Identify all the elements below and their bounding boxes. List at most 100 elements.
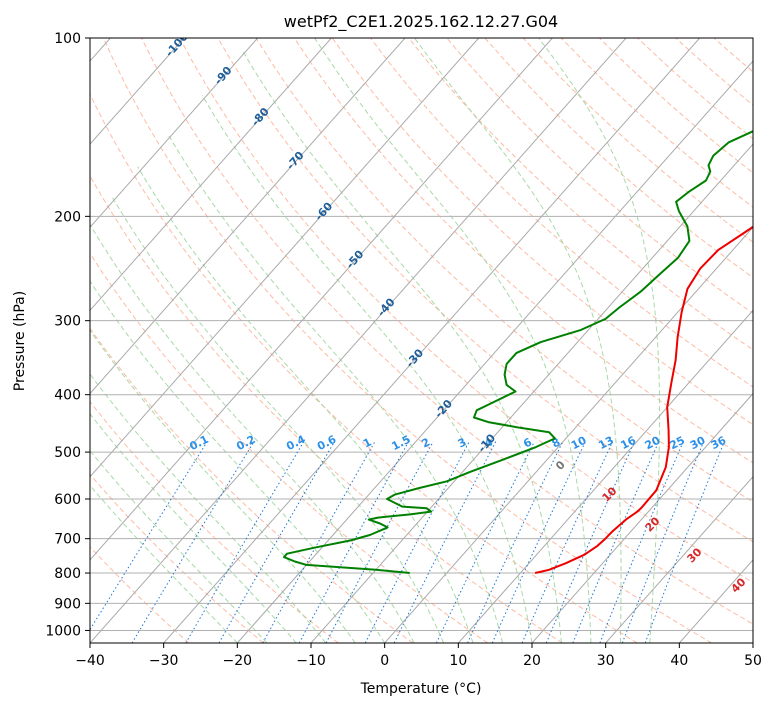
y-tick-label: 900 <box>54 596 81 612</box>
isotherm-line <box>457 309 753 643</box>
moist-adiabat <box>90 484 238 643</box>
dry-adiabat <box>408 38 753 351</box>
mixing-ratio-line <box>90 441 208 631</box>
moist-adiabat <box>90 329 356 643</box>
y-tick-label: 800 <box>54 566 81 582</box>
mixing-ratio-label: 20 <box>643 434 663 453</box>
dry-adiabat <box>484 38 753 279</box>
mixing-ratio-label: 2 <box>420 435 433 450</box>
x-tick-label: 10 <box>449 653 467 669</box>
x-tick-label: −30 <box>149 653 179 669</box>
x-tick-label: 50 <box>744 653 762 669</box>
wetbulb-label: 20 <box>643 514 663 534</box>
dry-adiabat <box>370 38 753 388</box>
mixing-ratio-line <box>218 441 335 643</box>
isotherm-lines <box>90 38 753 643</box>
wetbulb-label: 10 <box>600 484 620 504</box>
isotherm-line <box>90 38 553 561</box>
mixing-ratio-label: 8 <box>550 435 563 450</box>
mixing-ratio-label: 0.2 <box>234 433 257 453</box>
isotherm-line <box>752 642 753 643</box>
moist-adiabat <box>111 196 445 643</box>
dry-adiabat <box>637 38 753 140</box>
x-tick-label: 40 <box>670 653 688 669</box>
y-tick-label: 200 <box>54 209 81 225</box>
isotherm-line <box>310 143 753 643</box>
mixing-ratio-line <box>393 441 497 643</box>
mixing-ratio-lines <box>90 441 725 643</box>
temperature-line <box>534 225 753 574</box>
isotherm-line <box>90 38 185 145</box>
moist-adiabat <box>90 280 386 643</box>
mixing-ratio-label: 1 <box>361 435 374 450</box>
pressure-gridlines <box>90 38 753 631</box>
mixing-ratio-line <box>298 441 409 643</box>
x-tick-label: 20 <box>523 653 541 669</box>
mixing-ratio-label: 0.1 <box>187 433 210 453</box>
mixing-ratio-line <box>521 441 614 643</box>
isotherm-line <box>384 226 753 643</box>
y-tick-label: 1000 <box>45 623 81 639</box>
mixing-ratio-line <box>364 441 470 643</box>
isotherm-line <box>90 38 259 229</box>
moist-adiabat <box>90 413 297 643</box>
mixing-ratio-label: 25 <box>667 434 687 453</box>
x-tick-label: 30 <box>597 653 615 669</box>
dry-adiabat <box>293 38 753 464</box>
mixing-ratio-label: 1.5 <box>389 433 412 453</box>
isotherm-line <box>605 475 753 643</box>
mixing-ratio-label: 0.4 <box>284 433 308 454</box>
isotherm-line <box>90 38 627 643</box>
moist-adiabat <box>314 38 592 643</box>
dry-adiabat <box>90 546 190 643</box>
isotherm-line <box>90 38 480 478</box>
isotherm-line <box>163 38 701 643</box>
moist-adiabat <box>538 38 661 643</box>
dewpoint-line <box>283 130 753 574</box>
axis-ticks: −40 −30 −20 −10 0 10 20 30 40 50 100 200 300 400 500 60… <box>45 31 762 669</box>
x-axis-label: Temperature (°C) <box>360 681 482 697</box>
mixing-ratio-line <box>599 441 684 643</box>
dry-adiabat <box>179 38 753 584</box>
x-tick-label: 0 <box>380 653 389 669</box>
dry-adiabat <box>560 38 753 208</box>
dry-adiabat <box>713 38 753 73</box>
dry-adiabat <box>90 473 264 643</box>
dry-adiabat <box>90 174 563 643</box>
mixing-ratio-label: 36 <box>709 434 729 453</box>
mixing-ratio-label: 3 <box>456 435 469 450</box>
y-tick-label: 600 <box>54 492 81 508</box>
mixing-ratio-line <box>131 441 255 643</box>
wetbulb-label: 30 <box>685 545 705 565</box>
dry-adiabat <box>90 252 488 643</box>
isotherm-line <box>90 38 406 395</box>
mixing-ratio-line <box>435 441 535 643</box>
mixing-ratio-label: 13 <box>596 434 616 453</box>
dry-adiabat <box>141 38 753 625</box>
moist-adiabat <box>90 223 415 643</box>
dry-adiabat <box>522 38 753 243</box>
x-tick-label: −20 <box>223 653 253 669</box>
moist-adiabat <box>90 373 327 643</box>
x-tick-label: −10 <box>296 653 326 669</box>
dry-adiabat <box>90 400 339 643</box>
y-tick-label: 700 <box>54 532 81 548</box>
mixing-ratio-label: 16 <box>618 434 638 453</box>
background-lines <box>90 38 753 643</box>
moist-adiabat <box>137 166 474 643</box>
isotherm-line <box>236 60 753 643</box>
mixing-ratio-label: 10 <box>569 434 589 453</box>
profile-series <box>283 130 753 574</box>
mixing-ratio-line <box>545 441 636 643</box>
dry-adiabat <box>90 93 638 643</box>
y-tick-label: 100 <box>54 31 81 47</box>
mixing-ratio-line <box>185 441 305 643</box>
isotherm-line <box>90 38 332 312</box>
y-axis-label: Pressure (hPa) <box>12 291 28 391</box>
mixing-ratio-line <box>491 441 586 643</box>
mixing-ratio-line <box>467 441 564 643</box>
mixing-ratio-line <box>572 441 660 643</box>
dry-adiabat <box>599 38 753 174</box>
moist-adiabat <box>242 50 562 643</box>
